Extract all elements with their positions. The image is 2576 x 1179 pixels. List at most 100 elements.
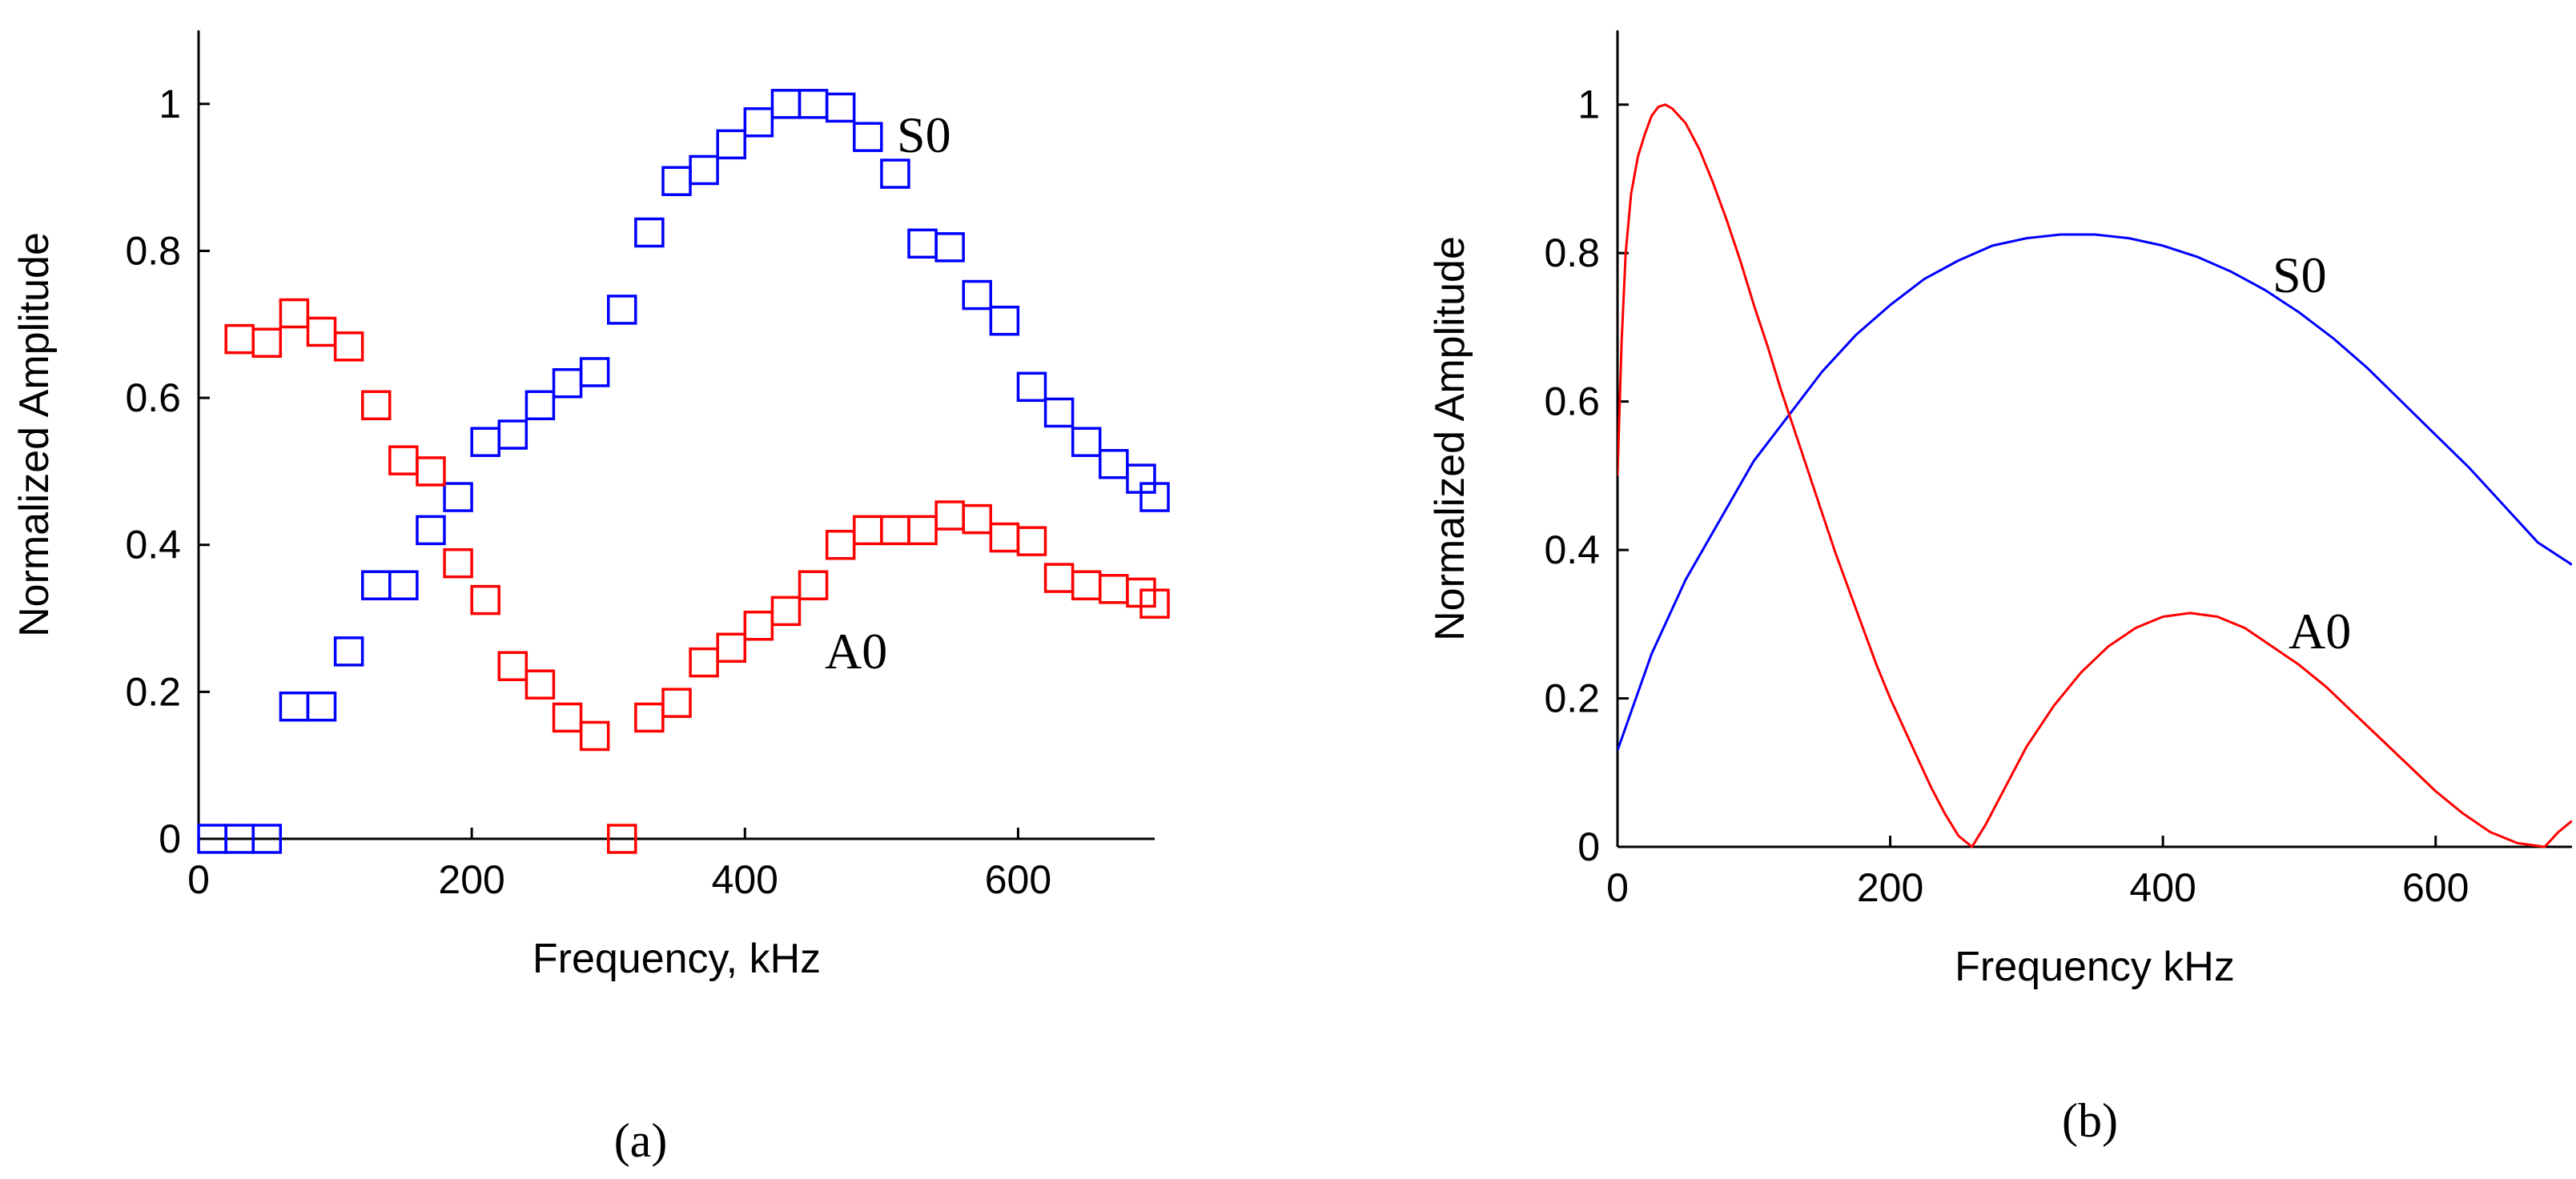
data-point-a0 — [470, 584, 500, 616]
chart-panel-a: 0 200 400 600 0 0.2 0.4 0.6 0.8 1 Frequency, kHz No… — [11, 30, 1170, 1167]
data-point-a0 — [934, 500, 965, 531]
data-point-s0 — [1099, 448, 1129, 479]
data-point-a0 — [770, 596, 802, 627]
y-axis-label: Normalized Amplitude — [1427, 236, 1473, 641]
data-point-s0 — [907, 228, 938, 259]
y-tick-label: 0 — [1577, 824, 1600, 869]
y-tick-label: 0.6 — [125, 375, 181, 420]
series-a0-line — [1618, 103, 2572, 848]
data-point-a0 — [224, 323, 255, 355]
data-point-s0 — [552, 367, 583, 399]
data-point-s0 — [388, 570, 419, 600]
data-point-a0 — [962, 503, 993, 535]
data-point-a0 — [360, 390, 392, 421]
data-point-a0 — [251, 327, 283, 358]
data-point-s0 — [607, 295, 637, 325]
panel-caption: (b) — [2062, 1094, 2118, 1147]
data-point-a0 — [798, 570, 829, 600]
data-point-a0 — [333, 331, 364, 362]
data-point-a0 — [907, 515, 938, 546]
data-point-s0 — [880, 158, 910, 189]
data-point-s0 — [1043, 397, 1075, 428]
data-point-s0 — [770, 89, 802, 119]
series-s0-line — [1618, 233, 2572, 751]
data-point-a0 — [443, 547, 473, 579]
data-point-s0 — [497, 419, 528, 450]
data-point-a0 — [607, 824, 637, 854]
series-label-a0: A0 — [2289, 603, 2351, 660]
data-point-s0 — [798, 89, 829, 119]
data-point-a0 — [1139, 588, 1170, 619]
x-tick-label: 600 — [985, 857, 1051, 902]
data-point-a0 — [1099, 574, 1129, 604]
x-tick-label: 0 — [187, 857, 210, 902]
x-tick-label: 200 — [1857, 865, 1923, 910]
data-point-s0 — [743, 107, 774, 138]
data-point-s0 — [962, 279, 993, 311]
data-point-s0 — [634, 217, 665, 248]
data-point-s0 — [416, 515, 446, 546]
data-point-a0 — [989, 522, 1020, 553]
x-axis-label: Frequency, kHz — [532, 936, 821, 982]
x-tick-label: 400 — [2129, 865, 2196, 910]
x-tick-label: 600 — [2402, 865, 2469, 910]
data-point-s0 — [470, 427, 500, 457]
data-point-s0 — [1071, 427, 1102, 457]
data-point-s0 — [360, 570, 392, 600]
y-tick-label: 0.2 — [1544, 676, 1600, 721]
data-point-s0 — [279, 691, 310, 722]
data-point-s0 — [333, 636, 364, 667]
data-point-s0 — [853, 122, 883, 152]
data-point-a0 — [306, 316, 337, 347]
data-point-a0 — [1071, 570, 1102, 600]
chart-panel-b: 0 200 400 600 0 0.2 0.4 0.6 0.8 1 Frequency kHz Nor… — [1427, 30, 2572, 1147]
y-tick-label: 0 — [159, 816, 181, 861]
data-point-s0 — [443, 482, 473, 512]
x-axis-label: Frequency kHz — [1955, 944, 2235, 990]
data-point-s0 — [989, 305, 1020, 336]
x-tick-label: 200 — [438, 857, 504, 902]
data-point-s0 — [716, 129, 746, 160]
series-label-a0: A0 — [825, 623, 887, 680]
data-point-a0 — [579, 720, 610, 752]
data-point-a0 — [853, 515, 883, 546]
series-a0-markers — [224, 298, 1170, 854]
data-point-a0 — [552, 702, 583, 733]
series-label-s0: S0 — [2273, 247, 2327, 303]
series-label-s0: S0 — [897, 106, 951, 163]
y-tick-label: 1 — [159, 82, 181, 126]
x-tick-label: 400 — [712, 857, 778, 902]
data-point-s0 — [661, 166, 692, 196]
data-point-a0 — [524, 669, 556, 700]
data-point-a0 — [388, 445, 419, 475]
y-tick-label: 0.8 — [125, 228, 181, 273]
y-tick-label: 0.4 — [125, 523, 181, 567]
y-tick-label: 0.6 — [1544, 379, 1600, 424]
series-s0-markers — [197, 89, 1170, 854]
x-tick-label: 0 — [1606, 865, 1629, 910]
panel-caption: (a) — [614, 1114, 668, 1167]
data-point-a0 — [880, 515, 910, 546]
data-point-s0 — [306, 691, 337, 722]
data-point-a0 — [716, 632, 746, 664]
y-axis-label: Normalized Amplitude — [11, 232, 58, 637]
y-tick-label: 1 — [1577, 82, 1600, 127]
y-tick-label: 0.4 — [1544, 527, 1600, 572]
data-point-s0 — [1139, 482, 1170, 512]
data-point-a0 — [416, 456, 446, 487]
data-point-a0 — [689, 647, 719, 678]
data-point-a0 — [661, 688, 692, 718]
data-point-a0 — [279, 298, 310, 329]
y-tick-label: 0.2 — [125, 669, 181, 714]
data-point-s0 — [524, 390, 556, 421]
data-point-s0 — [825, 92, 856, 123]
data-point-s0 — [251, 824, 283, 854]
data-point-s0 — [689, 154, 719, 186]
data-point-a0 — [1016, 526, 1047, 556]
data-point-s0 — [1016, 371, 1047, 403]
data-point-a0 — [634, 702, 665, 733]
data-point-a0 — [743, 610, 774, 641]
data-point-s0 — [579, 357, 610, 387]
data-point-a0 — [497, 651, 528, 681]
